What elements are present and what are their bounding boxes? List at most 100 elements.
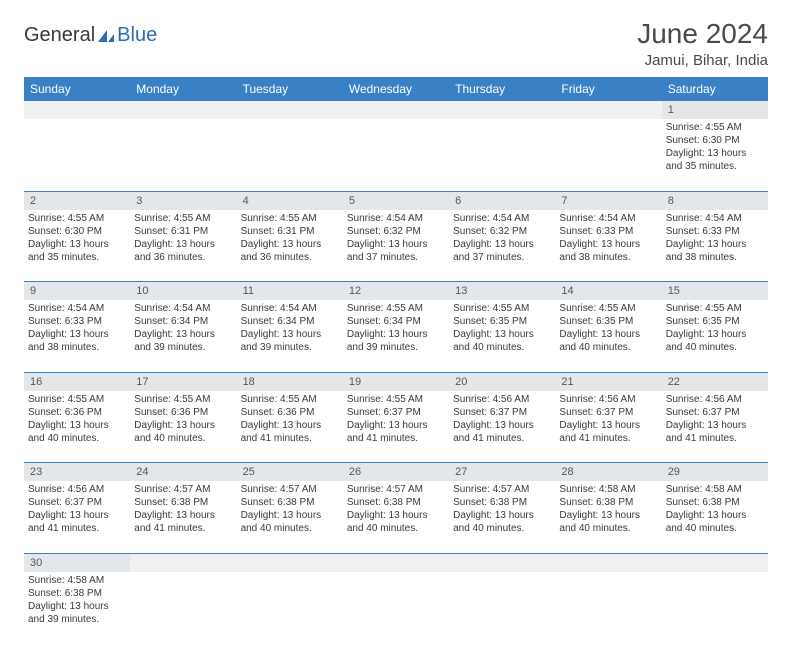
daylight-text-2: and 39 minutes. (134, 341, 232, 354)
day-number (555, 101, 661, 119)
day-number: 13 (449, 282, 555, 301)
sunset-text: Sunset: 6:37 PM (453, 406, 551, 419)
daylight-text-2: and 41 minutes. (453, 432, 551, 445)
day-cell: Sunrise: 4:56 AMSunset: 6:37 PMDaylight:… (449, 391, 555, 463)
daylight-text-2: and 39 minutes. (241, 341, 339, 354)
sunset-text: Sunset: 6:31 PM (134, 225, 232, 238)
sunset-text: Sunset: 6:34 PM (347, 315, 445, 328)
sunset-text: Sunset: 6:35 PM (453, 315, 551, 328)
day-cell: Sunrise: 4:54 AMSunset: 6:33 PMDaylight:… (662, 210, 768, 282)
sunrise-text: Sunrise: 4:55 AM (134, 393, 232, 406)
daylight-text-2: and 40 minutes. (241, 522, 339, 535)
day-number (343, 553, 449, 572)
day-number (449, 553, 555, 572)
sunrise-text: Sunrise: 4:55 AM (347, 302, 445, 315)
daylight-text-2: and 40 minutes. (666, 522, 764, 535)
sunrise-text: Sunrise: 4:56 AM (666, 393, 764, 406)
location: Jamui, Bihar, India (637, 52, 768, 69)
sunset-text: Sunset: 6:34 PM (134, 315, 232, 328)
day-number: 7 (555, 191, 661, 210)
daylight-text-1: Daylight: 13 hours (559, 238, 657, 251)
day-cell: Sunrise: 4:55 AMSunset: 6:36 PMDaylight:… (24, 391, 130, 463)
weekday-header: Saturday (662, 77, 768, 101)
day-cell: Sunrise: 4:55 AMSunset: 6:31 PMDaylight:… (130, 210, 236, 282)
sunrise-text: Sunrise: 4:57 AM (347, 483, 445, 496)
day-number: 27 (449, 463, 555, 482)
day-cell: Sunrise: 4:57 AMSunset: 6:38 PMDaylight:… (237, 481, 343, 553)
day-number (130, 553, 236, 572)
day-cell: Sunrise: 4:55 AMSunset: 6:36 PMDaylight:… (237, 391, 343, 463)
sunrise-text: Sunrise: 4:58 AM (666, 483, 764, 496)
daylight-text-2: and 38 minutes. (559, 251, 657, 264)
day-number: 10 (130, 282, 236, 301)
day-cell: Sunrise: 4:54 AMSunset: 6:33 PMDaylight:… (555, 210, 661, 282)
day-number: 17 (130, 372, 236, 391)
daylight-text-2: and 36 minutes. (241, 251, 339, 264)
sunrise-text: Sunrise: 4:57 AM (453, 483, 551, 496)
daylight-text-2: and 38 minutes. (666, 251, 764, 264)
daylight-text-2: and 39 minutes. (347, 341, 445, 354)
daylight-text-1: Daylight: 13 hours (28, 238, 126, 251)
weekday-header: Tuesday (237, 77, 343, 101)
sunset-text: Sunset: 6:38 PM (559, 496, 657, 509)
day-cell: Sunrise: 4:55 AMSunset: 6:30 PMDaylight:… (662, 119, 768, 191)
day-number (449, 101, 555, 119)
daylight-text-1: Daylight: 13 hours (241, 328, 339, 341)
sunrise-text: Sunrise: 4:55 AM (666, 302, 764, 315)
sunrise-text: Sunrise: 4:55 AM (28, 212, 126, 225)
day-number-row: 23242526272829 (24, 463, 768, 482)
daylight-text-2: and 40 minutes. (666, 341, 764, 354)
sunrise-text: Sunrise: 4:58 AM (28, 574, 126, 587)
daylight-text-2: and 40 minutes. (347, 522, 445, 535)
daylight-text-1: Daylight: 13 hours (134, 419, 232, 432)
day-cell: Sunrise: 4:56 AMSunset: 6:37 PMDaylight:… (24, 481, 130, 553)
day-number: 18 (237, 372, 343, 391)
day-cell (237, 572, 343, 644)
sunset-text: Sunset: 6:38 PM (134, 496, 232, 509)
day-cell: Sunrise: 4:54 AMSunset: 6:34 PMDaylight:… (130, 300, 236, 372)
sunset-text: Sunset: 6:36 PM (134, 406, 232, 419)
day-number (130, 101, 236, 119)
day-cell: Sunrise: 4:55 AMSunset: 6:35 PMDaylight:… (449, 300, 555, 372)
day-data-row: Sunrise: 4:56 AMSunset: 6:37 PMDaylight:… (24, 481, 768, 553)
day-cell: Sunrise: 4:58 AMSunset: 6:38 PMDaylight:… (662, 481, 768, 553)
sunrise-text: Sunrise: 4:56 AM (559, 393, 657, 406)
month-title: June 2024 (637, 18, 768, 50)
daylight-text-1: Daylight: 13 hours (453, 238, 551, 251)
daylight-text-1: Daylight: 13 hours (28, 419, 126, 432)
day-cell: Sunrise: 4:55 AMSunset: 6:36 PMDaylight:… (130, 391, 236, 463)
day-number (237, 553, 343, 572)
sunrise-text: Sunrise: 4:55 AM (28, 393, 126, 406)
day-cell: Sunrise: 4:54 AMSunset: 6:33 PMDaylight:… (24, 300, 130, 372)
day-data-row: Sunrise: 4:55 AMSunset: 6:36 PMDaylight:… (24, 391, 768, 463)
sunset-text: Sunset: 6:37 PM (666, 406, 764, 419)
sunset-text: Sunset: 6:34 PM (241, 315, 339, 328)
day-cell: Sunrise: 4:55 AMSunset: 6:35 PMDaylight:… (555, 300, 661, 372)
sunset-text: Sunset: 6:37 PM (347, 406, 445, 419)
day-number: 8 (662, 191, 768, 210)
sunset-text: Sunset: 6:33 PM (559, 225, 657, 238)
day-number-row: 16171819202122 (24, 372, 768, 391)
day-cell (130, 572, 236, 644)
day-cell (24, 119, 130, 191)
daylight-text-1: Daylight: 13 hours (241, 509, 339, 522)
daylight-text-2: and 40 minutes. (559, 341, 657, 354)
day-number: 25 (237, 463, 343, 482)
sunset-text: Sunset: 6:38 PM (453, 496, 551, 509)
day-number (343, 101, 449, 119)
day-cell: Sunrise: 4:56 AMSunset: 6:37 PMDaylight:… (555, 391, 661, 463)
calendar-page: General Blue June 2024 Jamui, Bihar, Ind… (0, 0, 792, 662)
daylight-text-2: and 41 minutes. (241, 432, 339, 445)
sunset-text: Sunset: 6:38 PM (666, 496, 764, 509)
daylight-text-1: Daylight: 13 hours (347, 238, 445, 251)
sunset-text: Sunset: 6:38 PM (241, 496, 339, 509)
day-number-row: 9101112131415 (24, 282, 768, 301)
weekday-header: Friday (555, 77, 661, 101)
day-number-row: 2345678 (24, 191, 768, 210)
daylight-text-1: Daylight: 13 hours (134, 328, 232, 341)
daylight-text-2: and 39 minutes. (28, 613, 126, 626)
day-cell (343, 572, 449, 644)
sunrise-text: Sunrise: 4:55 AM (241, 212, 339, 225)
title-block: June 2024 Jamui, Bihar, India (637, 18, 768, 69)
day-number: 26 (343, 463, 449, 482)
